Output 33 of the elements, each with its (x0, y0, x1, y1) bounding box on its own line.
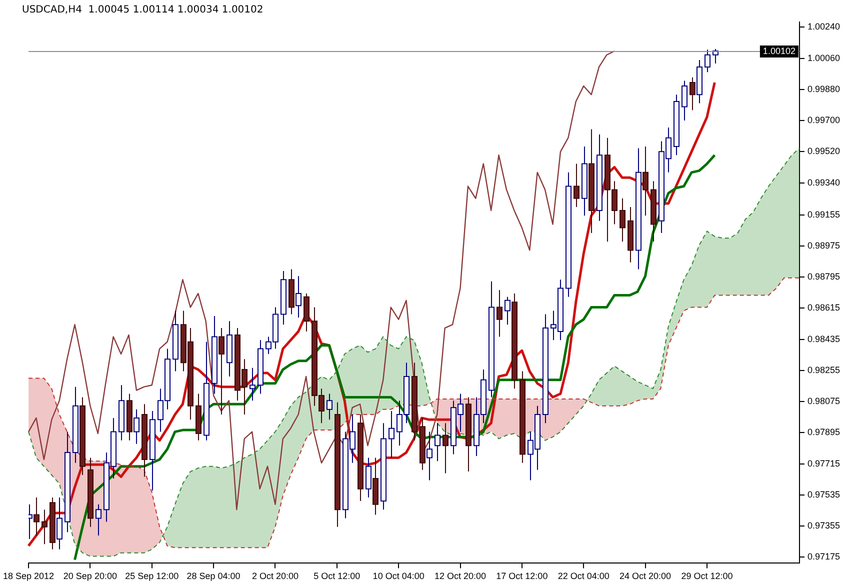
x-tick-label: 17 Oct 12:00 (496, 571, 548, 582)
x-tick-label: 18 Sep 2012 (3, 571, 54, 582)
y-tick-label: 1.00240 (807, 22, 840, 32)
y-tick-label: 0.98075 (807, 396, 840, 406)
y-tick-label: 0.97355 (807, 520, 840, 531)
ref-line-label: 1.00102 (762, 46, 796, 56)
x-tick-label: 24 Oct 20:00 (620, 571, 672, 582)
x-tick-label: 10 Oct 04:00 (372, 571, 424, 582)
x-tick-label: 2 Oct 20:00 (252, 571, 298, 582)
chart-title: USDCAD,H4 1.00045 1.00114 1.00034 1.00102 (22, 4, 264, 16)
x-tick-label: 28 Sep 04:00 (186, 571, 240, 582)
y-tick-label: 1.00060 (807, 52, 840, 63)
y-tick-label: 0.97535 (807, 489, 840, 500)
x-tick-label: 20 Sep 20:00 (63, 571, 117, 582)
x-tick-label: 29 Oct 12:00 (681, 571, 733, 582)
y-tick-label: 0.97895 (807, 427, 840, 438)
y-tick-label: 0.98435 (807, 334, 840, 344)
line-series (28, 277, 800, 548)
y-tick-label: 0.99880 (807, 84, 840, 94)
y-tick-label: 0.99700 (807, 115, 840, 126)
y-tick-label: 0.98975 (807, 240, 840, 250)
y-tick-label: 0.98615 (807, 302, 840, 313)
x-tick-label: 22 Oct 04:00 (558, 571, 610, 582)
x-tick-label: 12 Oct 20:00 (434, 571, 486, 582)
y-tick-label: 0.98795 (807, 272, 840, 282)
y-tick-label: 0.99155 (807, 209, 840, 220)
x-tick-label: 5 Oct 12:00 (314, 571, 360, 582)
y-tick-label: 0.97715 (807, 458, 840, 468)
y-tick-label: 0.99340 (807, 177, 840, 188)
y-tick-label: 0.99520 (807, 146, 840, 156)
y-tick-label: 0.97175 (807, 552, 840, 562)
y-tick-label: 0.98255 (807, 364, 840, 375)
x-tick-label: 25 Sep 12:00 (125, 571, 179, 582)
